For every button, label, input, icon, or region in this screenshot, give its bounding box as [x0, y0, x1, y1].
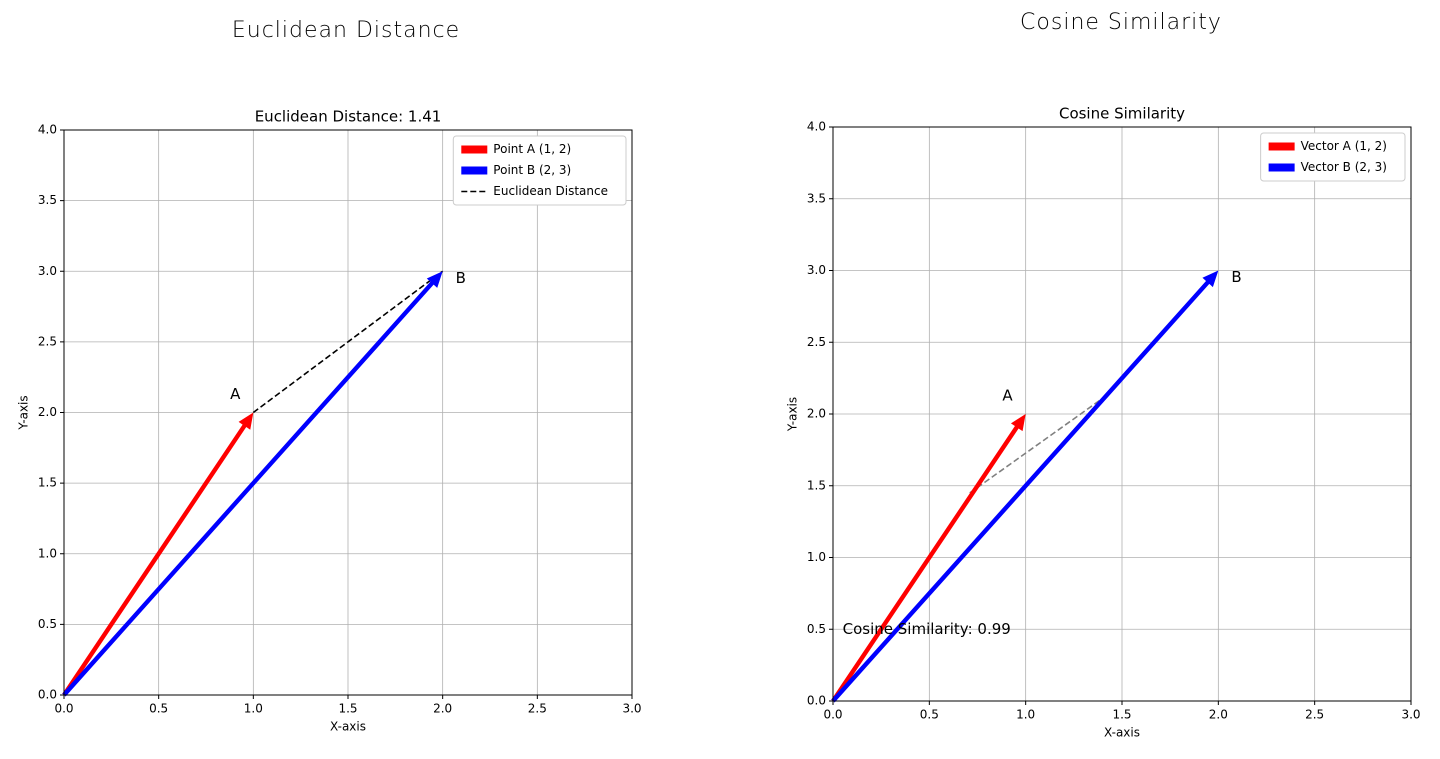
y-tick-label: 0.0 [38, 688, 57, 702]
y-tick-label: 1.0 [807, 550, 826, 564]
legend-label: Point A (1, 2) [493, 142, 571, 156]
x-tick-label: 3.0 [622, 702, 641, 716]
y-axis-label: Y-axis [786, 397, 800, 432]
chart-title: Cosine Similarity [1059, 105, 1185, 123]
y-tick-label: 2.0 [38, 405, 57, 419]
y-tick-label: 1.0 [38, 546, 57, 560]
legend-label: Euclidean Distance [493, 184, 608, 198]
x-tick-label: 0.5 [149, 702, 168, 716]
legend-swatch [1268, 163, 1295, 172]
y-tick-label: 1.5 [38, 476, 57, 490]
legend-label: Point B (2, 3) [493, 163, 571, 177]
y-tick-label: 3.0 [807, 263, 826, 277]
y-tick-label: 0.5 [807, 622, 826, 636]
legend-swatch [461, 145, 488, 154]
y-axis-label: Y-axis [17, 395, 31, 430]
y-tick-label: 0.5 [38, 617, 57, 631]
chart-title: Euclidean Distance: 1.41 [255, 108, 442, 126]
vector-arrow [831, 270, 1219, 703]
y-tick-label: 3.5 [807, 191, 826, 205]
legend-swatch [1268, 142, 1295, 151]
plot-frame [832, 126, 1412, 702]
y-tick-label: 2.5 [38, 334, 57, 348]
y-tick-label: 0.0 [807, 694, 826, 708]
legend-swatch [461, 166, 488, 175]
x-tick-label: 2.0 [1209, 708, 1228, 722]
x-tick-label: 0.5 [920, 708, 939, 722]
point-label: B [1231, 268, 1241, 286]
plot-frame [63, 129, 633, 696]
y-tick-label: 3.5 [38, 193, 57, 207]
vector-arrow [62, 412, 254, 697]
x-tick-label: 1.0 [1016, 708, 1035, 722]
x-tick-label: 1.0 [244, 702, 263, 716]
y-tick-label: 2.0 [807, 407, 826, 421]
point-label: B [456, 269, 466, 287]
y-tick-label: 1.5 [807, 478, 826, 492]
x-tick-label: 0.0 [823, 708, 842, 722]
y-tick-label: 3.0 [38, 264, 57, 278]
point-label: A [1002, 387, 1013, 405]
heading: Euclidean Distance [232, 18, 460, 43]
x-tick-label: 1.5 [1112, 708, 1131, 722]
vector-arrow [831, 414, 1026, 703]
x-tick-label: 1.5 [338, 702, 357, 716]
legend-box [452, 135, 627, 206]
x-tick-label: 2.5 [1305, 708, 1324, 722]
y-tick-label: 4.0 [807, 120, 826, 134]
x-tick-label: 0.0 [54, 702, 73, 716]
heading: Cosine Similarity [1020, 10, 1222, 35]
y-tick-label: 4.0 [38, 123, 57, 137]
annotation: Cosine Similarity: 0.99 [843, 620, 1011, 638]
dashed-line [252, 270, 444, 414]
x-axis-label: X-axis [330, 720, 366, 734]
legend-label: Vector B (2, 3) [1301, 160, 1387, 174]
x-tick-label: 3.0 [1401, 708, 1420, 722]
legend: Vector A (1, 2) Vector B (2, 3) [1260, 132, 1406, 182]
x-tick-label: 2.5 [528, 702, 547, 716]
point-label: A [230, 385, 241, 403]
y-tick-label: 2.5 [807, 335, 826, 349]
legend-box [1260, 132, 1406, 182]
vector-arrow [62, 271, 443, 697]
legend-label: Vector A (1, 2) [1301, 139, 1387, 153]
x-tick-label: 2.0 [433, 702, 452, 716]
x-axis-label: X-axis [1104, 726, 1140, 740]
legend: Point A (1, 2) Point B (2, 3) Euclidean Di… [452, 135, 627, 206]
